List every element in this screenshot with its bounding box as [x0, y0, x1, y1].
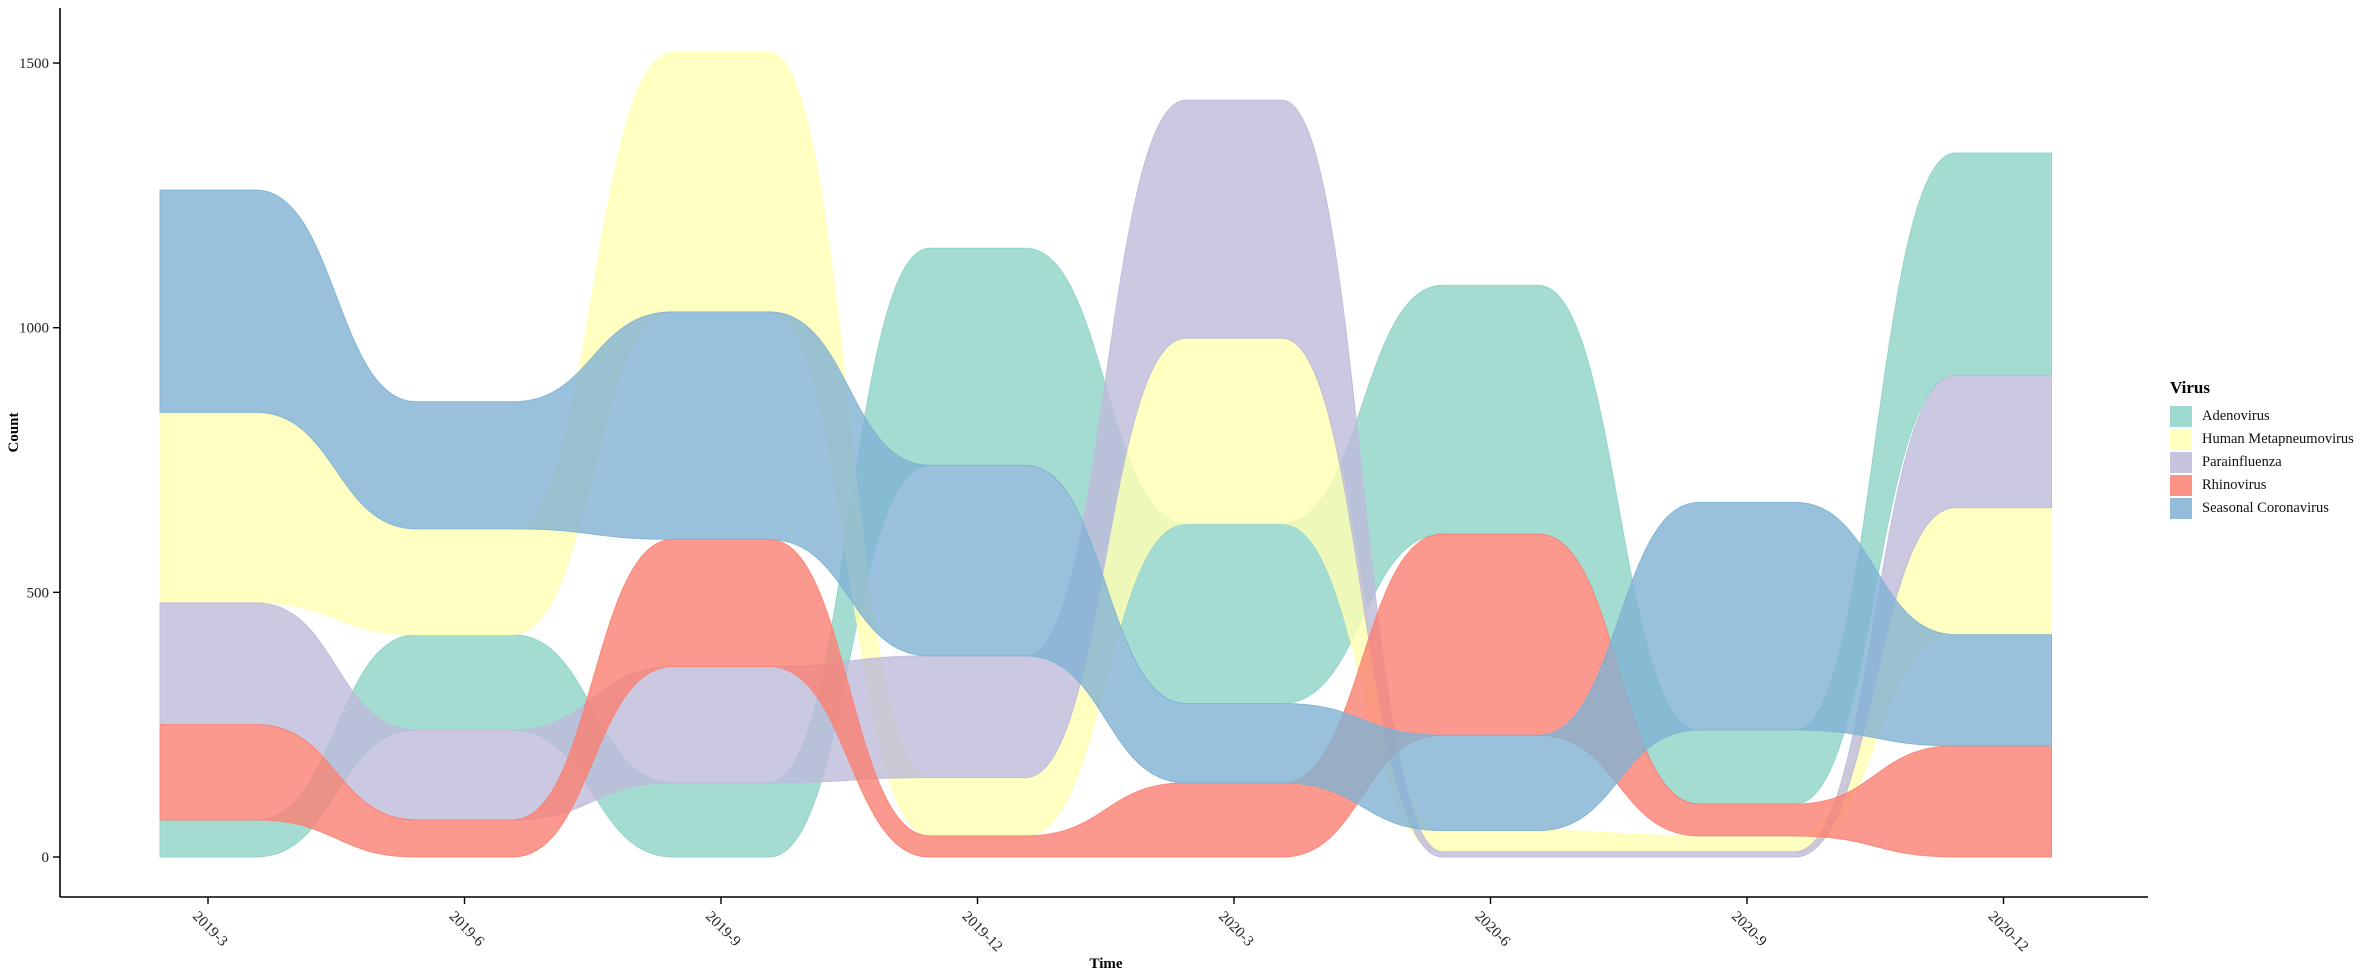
x-tick-label: 2020-9	[1728, 909, 1769, 950]
stream-rhinovirus	[159, 533, 2052, 858]
y-tick-label: 1000	[19, 321, 49, 337]
legend-item-parainfluenza: Parainfluenza	[2170, 451, 2354, 474]
legend-item-seasonal-coronavirus: Seasonal Coronavirus	[2170, 497, 2354, 520]
stream-parainfluenza	[159, 99, 2052, 858]
y-axis-title: Count	[6, 412, 22, 452]
stream-layer	[159, 51, 2052, 858]
legend-item-adenovirus: Adenovirus	[2170, 405, 2354, 428]
legend-label: Human Metapneumovirus	[2202, 431, 2354, 447]
y-tick-label: 500	[27, 585, 50, 601]
legend-swatch	[2170, 406, 2192, 427]
legend-swatch	[2170, 498, 2192, 519]
legend: Virus Adenovirus Human Metapneumovirus Par…	[2170, 378, 2354, 520]
x-tick-label: 2020-3	[1215, 909, 1256, 950]
x-tick-label: 2019-3	[189, 909, 230, 950]
legend-swatch	[2170, 452, 2192, 473]
x-tick-label: 2019-12	[959, 909, 1006, 956]
x-tick-label: 2020-6	[1472, 909, 1514, 951]
legend-label: Rhinovirus	[2202, 477, 2267, 493]
legend-label: Adenovirus	[2202, 408, 2270, 424]
legend-swatch	[2170, 475, 2192, 496]
legend-item-human-metapneumovirus: Human Metapneumovirus	[2170, 428, 2354, 451]
x-tick-label: 2019-6	[446, 909, 488, 951]
x-tick-label: 2020-12	[1985, 909, 2032, 956]
legend-items: Adenovirus Human Metapneumovirus Parainflu…	[2170, 405, 2354, 520]
y-tick-label: 1500	[19, 56, 49, 72]
x-tick-label: 2019-9	[702, 909, 743, 950]
legend-label: Parainfluenza	[2202, 454, 2282, 470]
y-tick-label: 0	[42, 850, 50, 866]
legend-swatch	[2170, 429, 2192, 450]
legend-title: Virus	[2170, 378, 2210, 397]
legend-item-rhinovirus: Rhinovirus	[2170, 474, 2354, 497]
x-axis-title: Time	[1089, 956, 1122, 971]
legend-label: Seasonal Coronavirus	[2202, 500, 2329, 516]
stream-seasonal-coronavirus	[159, 189, 2052, 832]
